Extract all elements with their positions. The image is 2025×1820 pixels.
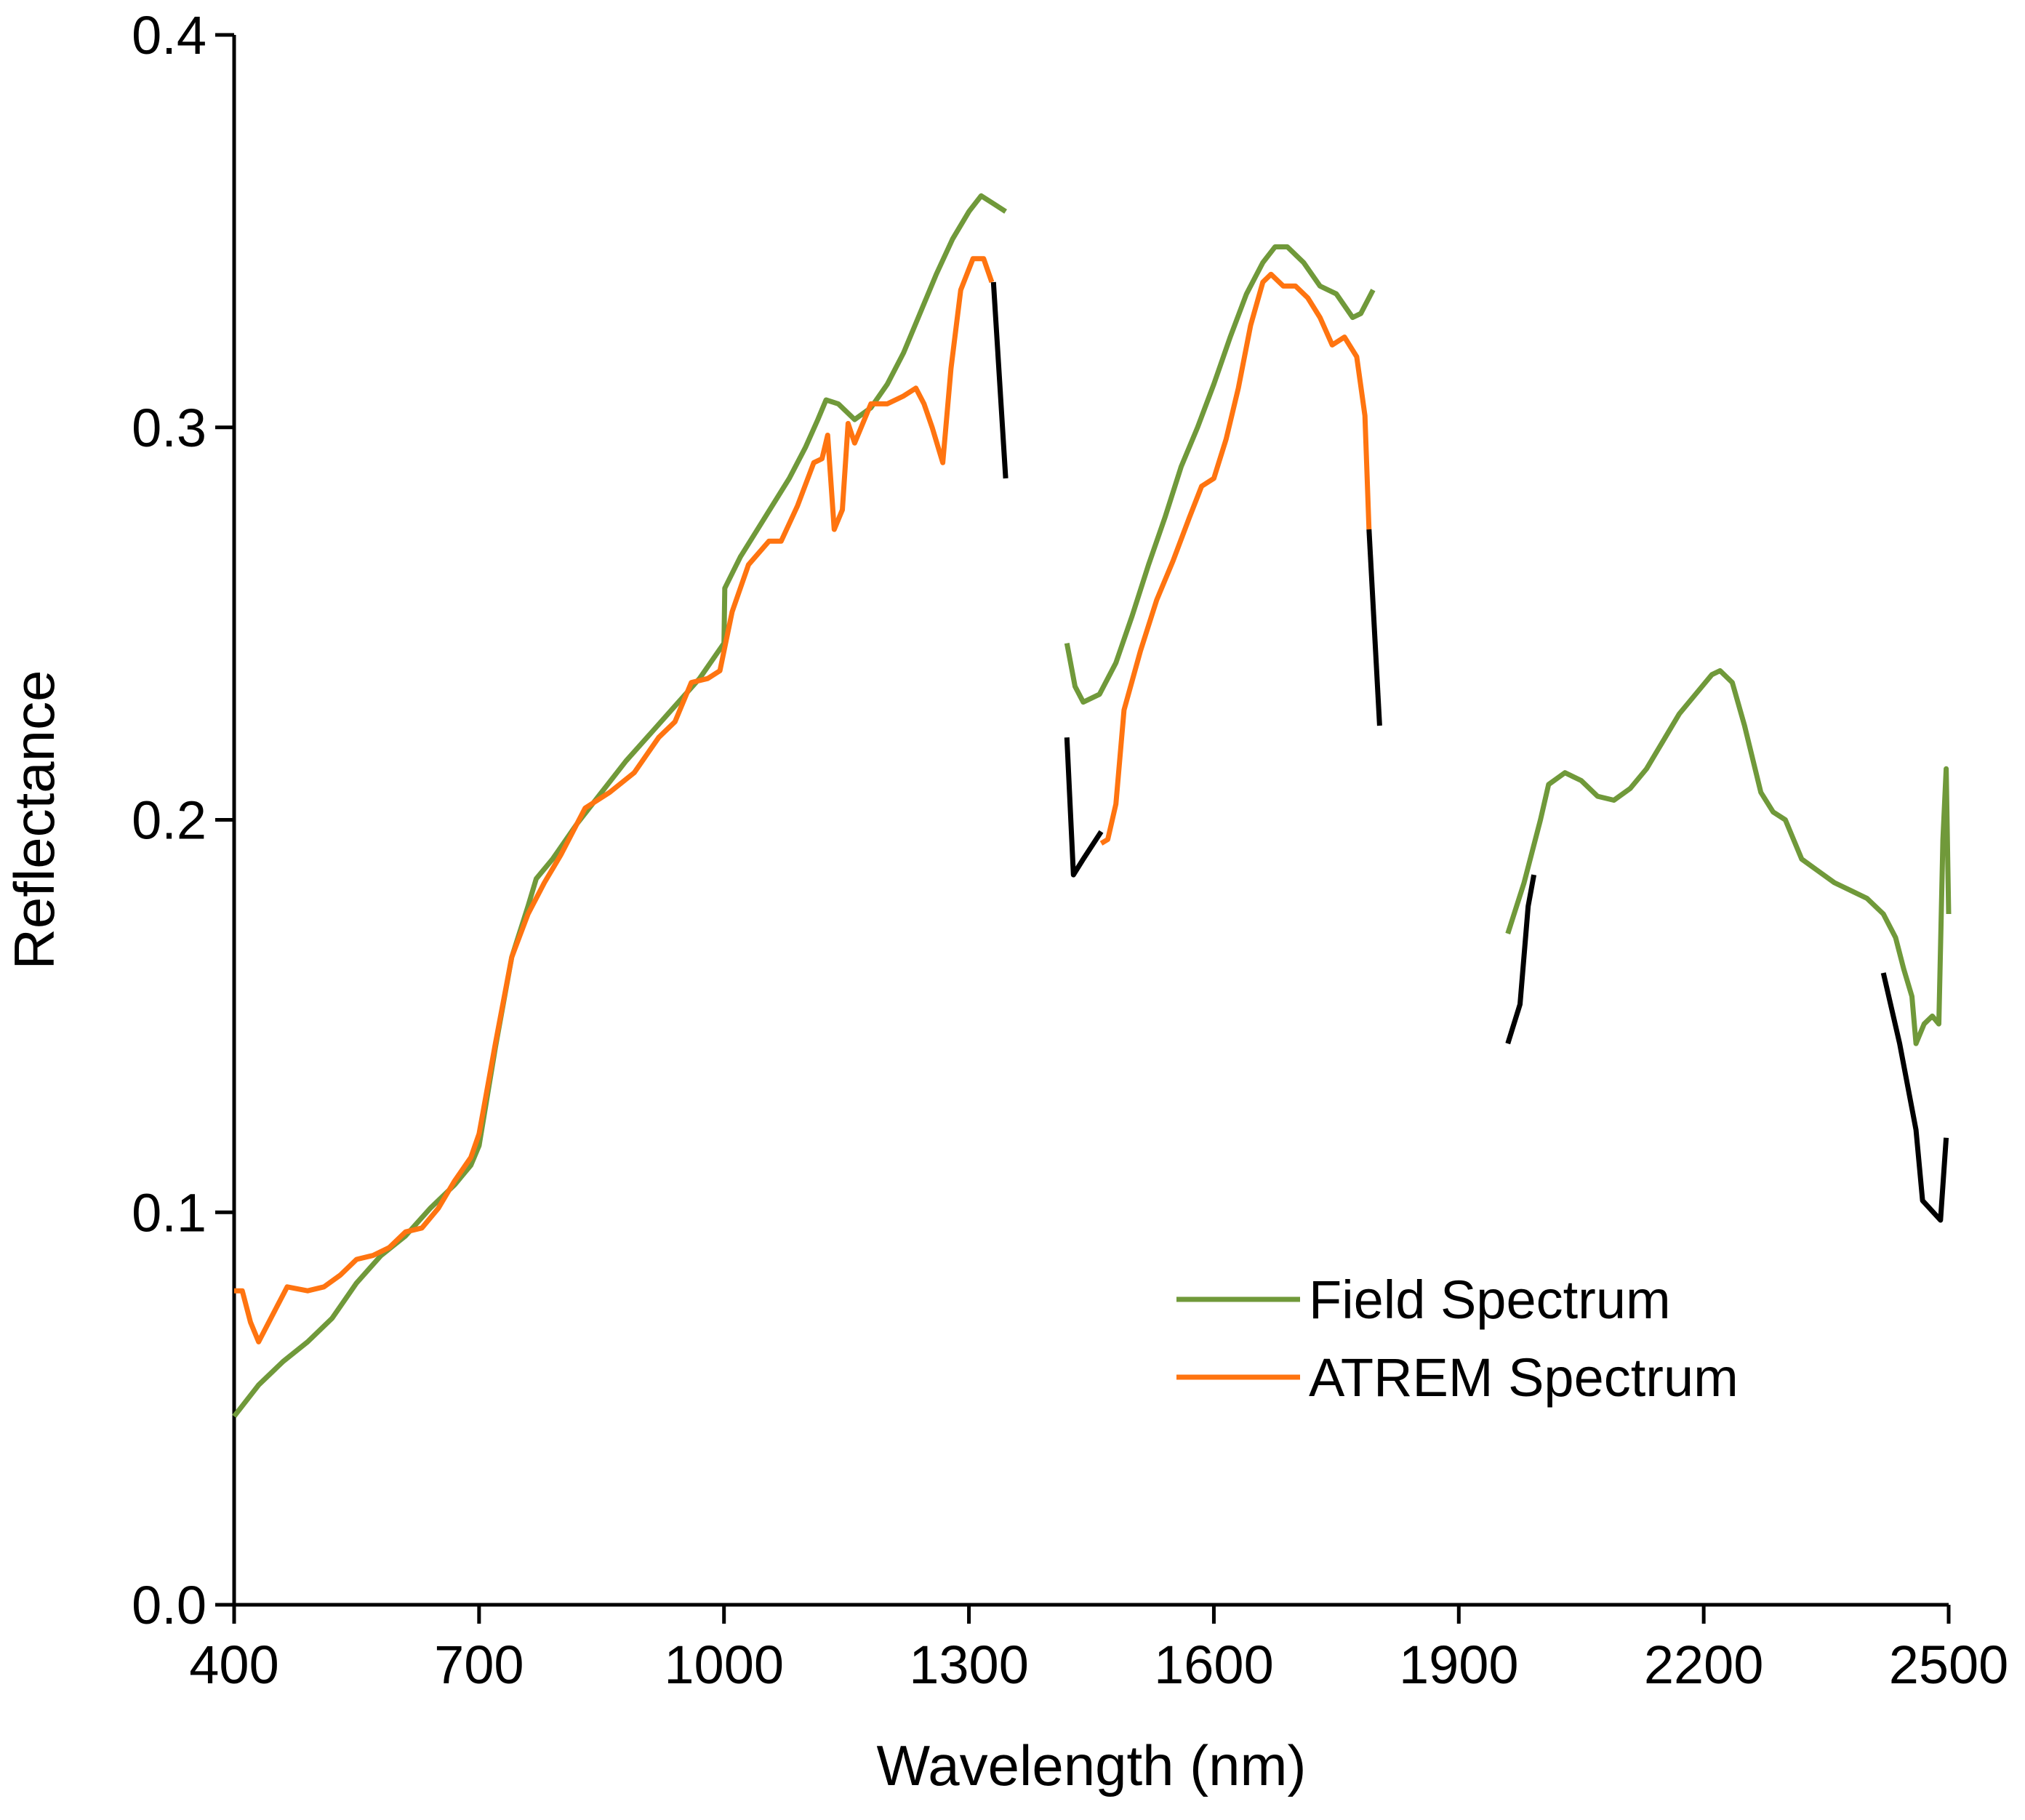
x-tick-label: 1600: [1154, 1635, 1274, 1695]
gap-interpolation-line-segment: [990, 281, 1009, 479]
y-tick-label: 0.2: [132, 790, 206, 851]
x-axis-title: Wavelength (nm): [877, 1733, 1307, 1797]
x-tick-label: 2200: [1644, 1635, 1764, 1695]
y-axis-title: Reflectance: [2, 670, 66, 970]
gap-interpolation-line-segment: [1880, 972, 1949, 1223]
y-tick-label: 0.1: [132, 1182, 206, 1243]
y-tick-label: 0.0: [132, 1575, 206, 1635]
atrem-spectrum-line-segment: [234, 256, 995, 1344]
legend-label: ATREM Spectrum: [1309, 1347, 1739, 1408]
x-tick-label: 1000: [664, 1635, 784, 1695]
legend: Field Spectrum ATREM Spectrum: [1176, 1270, 1739, 1408]
tick-marks: 0.0 0.1 0.2 0.3 0.4 400 700 1000 1300 1600 1900 220…: [132, 5, 2008, 1695]
field-spectrum-line-segment: [1505, 668, 1952, 1046]
x-tick-label: 1900: [1399, 1635, 1519, 1695]
x-tick-label: 1300: [909, 1635, 1029, 1695]
field-spectrum-line-segment: [1064, 244, 1376, 705]
x-tick-label: 700: [434, 1635, 524, 1695]
gap-interpolation-line-segment: [1366, 529, 1382, 726]
gap-interpolation-line-segment: [1505, 874, 1537, 1045]
y-tick-label: 0.3: [132, 398, 206, 458]
atrem-spectrum-line-segment: [1099, 271, 1372, 846]
field-spectrum-line-segment: [232, 193, 1007, 1419]
gap-interpolation-line-segment: [1064, 737, 1104, 878]
x-tick-label: 400: [189, 1635, 278, 1695]
y-tick-label: 0.4: [132, 5, 206, 65]
x-tick-label: 2500: [1889, 1635, 2009, 1695]
legend-label: Field Spectrum: [1309, 1270, 1671, 1330]
series-lines: [232, 193, 1952, 1419]
